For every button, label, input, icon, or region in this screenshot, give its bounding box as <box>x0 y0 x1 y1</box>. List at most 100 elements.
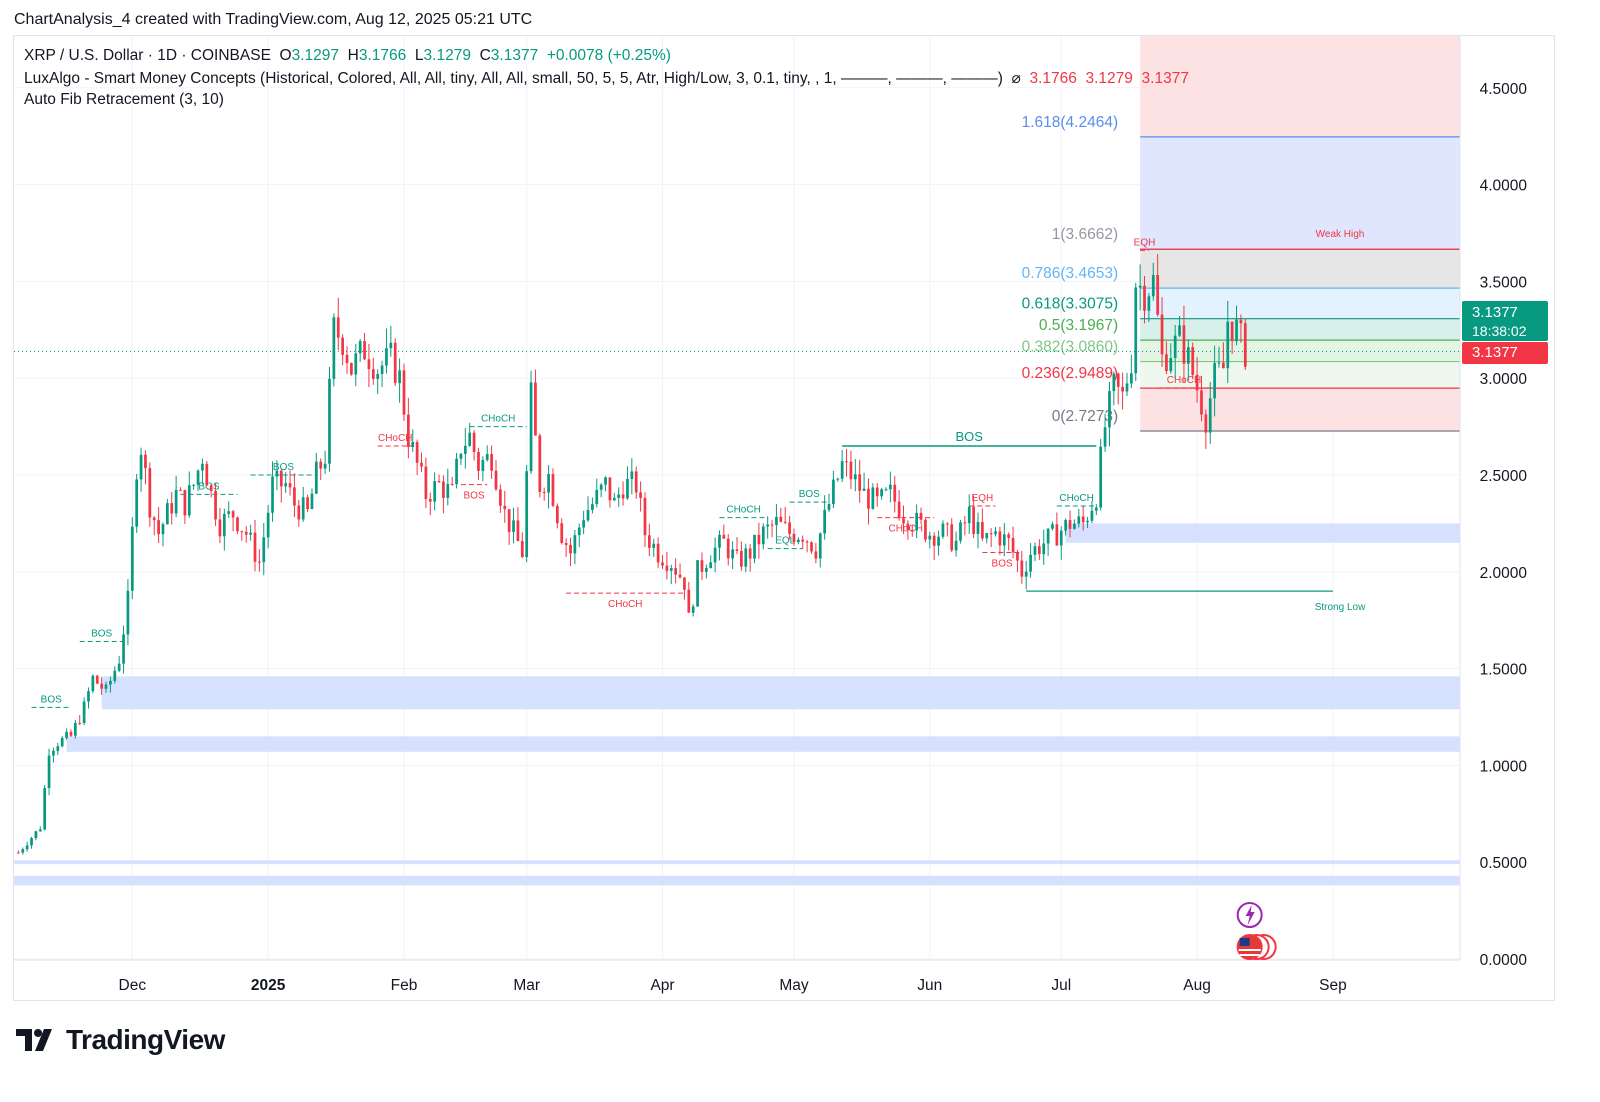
candle-body <box>529 382 533 472</box>
candle-body <box>113 670 117 681</box>
candle-body <box>661 562 664 566</box>
candle-body <box>144 454 147 469</box>
candle-body <box>788 522 791 534</box>
structure-label: CHoCH <box>378 433 412 444</box>
structure-label: BOS <box>799 489 820 500</box>
candle-body <box>341 337 344 355</box>
candle-body <box>1108 391 1111 428</box>
candle-body <box>617 494 621 498</box>
candle-body <box>709 562 713 569</box>
bar-countdown: 18:38:02 <box>1472 323 1527 339</box>
candle-body <box>201 463 204 471</box>
candle-body <box>718 534 721 548</box>
candle-body <box>994 531 997 535</box>
x-tick-label: Jul <box>1051 977 1071 994</box>
y-tick-label: 1.5000 <box>1480 662 1528 679</box>
candle-body <box>858 474 862 491</box>
candle-body <box>122 634 125 664</box>
candle-body <box>1116 373 1120 387</box>
low-label: L <box>414 47 424 64</box>
y-tick-label: 0.5000 <box>1480 855 1528 872</box>
candle-body <box>542 491 546 493</box>
candle-body <box>236 517 239 532</box>
candle-body <box>1134 287 1138 374</box>
candle-body <box>801 539 805 542</box>
candle-body <box>380 365 384 375</box>
y-tick-label: 3.5000 <box>1480 274 1528 291</box>
candle-body <box>227 511 231 514</box>
candle-body <box>310 493 314 509</box>
candle-body <box>367 359 371 370</box>
candle-body <box>700 560 704 572</box>
candle-body <box>174 489 178 514</box>
candle-body <box>630 471 634 479</box>
candle-body <box>1200 390 1203 415</box>
structure-label: BOS <box>992 558 1013 569</box>
fib-fill-0786 <box>1140 288 1460 319</box>
symbol-name[interactable]: XRP / U.S. Dollar · 1D · COINBASE <box>24 47 271 64</box>
candle-body <box>354 353 358 375</box>
candle-body <box>577 527 581 536</box>
candle-body <box>139 454 143 480</box>
candle-body <box>306 497 309 509</box>
tradingview-logo[interactable]: TradingView <box>16 1024 225 1056</box>
candle-body <box>420 462 423 467</box>
y-tick-label: 4.0000 <box>1480 178 1528 195</box>
candle-body <box>915 512 919 531</box>
candle-body <box>485 454 489 461</box>
candle-body <box>836 478 840 480</box>
candle-body <box>477 451 480 471</box>
candle-body <box>446 484 450 499</box>
candle-body <box>775 516 778 526</box>
candle-body <box>437 481 441 483</box>
indicator-fib-name[interactable]: Auto Fib Retracement (3, 10) <box>24 91 224 108</box>
indicator-smc-value-3: 3.1377 <box>1141 70 1189 87</box>
candle-body <box>989 533 993 535</box>
low-value: 3.1279 <box>423 47 471 64</box>
candle-body <box>1182 325 1186 364</box>
candle-body <box>481 460 485 471</box>
candle-body <box>284 483 288 487</box>
candle-body <box>459 453 463 459</box>
hidden-icon[interactable]: ⌀ <box>1007 70 1026 87</box>
market-structure: BOS BOS BOS BOS CHoCH BOS CHoCH CHoCH CHoCH EQL BO… <box>31 229 1460 708</box>
y-tick-label: 3.0000 <box>1480 371 1528 388</box>
x-tick-label: Sep <box>1319 977 1347 994</box>
candle-body <box>82 701 86 724</box>
open-label: O <box>279 47 292 64</box>
lightning-bolt-icon <box>1245 905 1255 925</box>
candle-body <box>551 474 555 506</box>
candle-body <box>608 477 612 501</box>
candle-body <box>463 445 467 454</box>
candle-body <box>1016 552 1019 561</box>
chart-attribution: ChartAnalysis_4 created with TradingView… <box>14 11 533 28</box>
symbol-legend[interactable]: XRP / U.S. Dollar · 1D · COINBASE O3.129… <box>24 47 671 65</box>
candle-body <box>95 675 99 684</box>
candle-body <box>648 535 651 548</box>
candle-body <box>1230 321 1234 342</box>
candle-body <box>595 489 599 505</box>
candle-body <box>271 476 274 513</box>
candle-body <box>1147 296 1151 311</box>
indicator-smc-name[interactable]: LuxAlgo - Smart Money Concepts (Historic… <box>24 70 1003 87</box>
candle-body <box>713 547 717 563</box>
candle-body <box>867 488 870 509</box>
close-value: 3.1377 <box>490 47 539 64</box>
structure-label: BOS <box>198 481 219 492</box>
fib-level-label: 0(2.7273) <box>1052 408 1118 425</box>
candle-body <box>385 348 388 366</box>
fib-retracement: 1.618(4.2464) 1(3.6662) 0.786(3.4653) 0.618… <box>14 36 1460 432</box>
candle-body <box>910 530 914 532</box>
indicator-legend-fib[interactable]: Auto Fib Retracement (3, 10) <box>24 91 224 109</box>
candle-body <box>810 542 813 552</box>
y-tick-label: 2.5000 <box>1480 468 1528 485</box>
candle-body <box>534 382 537 436</box>
candle-body <box>1165 354 1168 372</box>
indicator-legend-smc[interactable]: LuxAlgo - Smart Money Concepts (Historic… <box>24 69 1189 88</box>
x-tick-label: Aug <box>1183 977 1211 994</box>
candle-body <box>840 461 844 479</box>
last-price-value: 3.1377 <box>1472 304 1518 321</box>
candle-body <box>1051 524 1054 529</box>
candle-body <box>937 536 940 546</box>
